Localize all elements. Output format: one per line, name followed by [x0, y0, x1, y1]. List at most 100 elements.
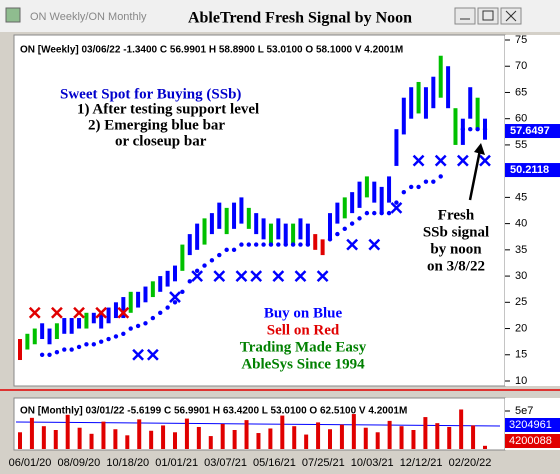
price-bar [77, 318, 82, 329]
stop-dot [327, 237, 333, 242]
stop-dot [194, 268, 200, 274]
maximize-button[interactable] [477, 7, 499, 25]
annotation: on 3/8/22 [427, 258, 485, 274]
stop-dot [401, 189, 407, 195]
stop-dot [39, 352, 45, 357]
stop-dot [239, 242, 244, 247]
price-bar [18, 339, 22, 361]
price-bar [217, 202, 222, 229]
stop-dot [364, 210, 370, 216]
stop-dot [165, 305, 170, 310]
price-bar [32, 328, 37, 345]
stop-dot [246, 242, 252, 247]
last-value-label: 57.6497 [510, 125, 550, 137]
stop-dot [335, 231, 340, 237]
price-bar [40, 323, 45, 340]
annotation: 1) After testing support level [77, 101, 259, 117]
price-bar [350, 192, 355, 214]
volume-bar [256, 433, 261, 449]
annotation: SSb signal [423, 224, 489, 240]
price-bar [180, 244, 185, 271]
volume-bar [387, 420, 392, 449]
volume-bar [244, 420, 249, 449]
stop-dot [91, 342, 97, 347]
stop-dot [268, 242, 274, 247]
volume-tick-label: 5e7 [515, 405, 533, 417]
y-tick-label: 30 [515, 270, 527, 282]
volume-bar [18, 432, 22, 449]
app-icon[interactable] [5, 7, 21, 23]
volume-bar [292, 426, 297, 449]
x-tick-label: 03/07/21 [204, 457, 247, 469]
blue-x-marker [368, 238, 381, 251]
price-bar [394, 129, 399, 166]
stop-dot [349, 221, 355, 226]
stop-dot [416, 184, 421, 190]
price-bar [47, 328, 52, 345]
volume-bar [459, 409, 464, 449]
volume-bar [232, 430, 237, 449]
y-tick-label: 75 [515, 34, 527, 46]
price-bar [173, 265, 177, 282]
y-tick-label: 40 [515, 218, 527, 230]
stop-dot [172, 300, 178, 305]
signal-arrow [468, 149, 482, 201]
red-x-marker [95, 306, 108, 319]
price-bar [335, 202, 340, 224]
annotation: or closeup bar [115, 133, 207, 149]
blue-x-marker [191, 270, 204, 282]
x-tick-label: 12/12/21 [400, 457, 443, 469]
volume-bar [161, 425, 166, 449]
x-tick-label: 10/03/21 [351, 457, 394, 469]
blue-x-marker [250, 270, 263, 282]
price-bar [313, 234, 318, 250]
window-buttons [454, 7, 522, 25]
last-value-label: 50.2118 [510, 164, 549, 176]
price-bar [106, 307, 111, 324]
stop-dot [84, 342, 89, 347]
stop-dot [298, 242, 303, 247]
stop-dot [253, 242, 259, 247]
blue-x-marker [316, 270, 329, 282]
annotation: Sweet Spot for Buying (SSb) [60, 86, 241, 102]
stop-dot [372, 210, 377, 216]
last-value-box [505, 124, 560, 139]
stop-dot [283, 242, 288, 247]
volume-bar [423, 417, 428, 449]
red-x-marker [51, 306, 63, 319]
stop-dot [305, 242, 311, 247]
volume-bar [101, 421, 106, 449]
volume-bar [375, 432, 380, 449]
stop-dot [158, 310, 163, 315]
price-bar [158, 276, 163, 292]
volume-bar [268, 428, 273, 449]
price-bar [357, 181, 362, 208]
volume-bar [363, 427, 368, 449]
price-bar [372, 181, 377, 203]
stop-dot [482, 126, 488, 132]
red-x-marker [73, 306, 85, 319]
price-axis-area [505, 35, 560, 386]
volume-bar [435, 423, 440, 449]
price-bar [438, 55, 443, 98]
stop-dot [54, 349, 60, 355]
stop-dot [460, 126, 466, 132]
stop-dot [290, 242, 296, 247]
annotation: Fresh [438, 207, 475, 223]
y-tick-label: 20 [515, 322, 527, 334]
price-bar [54, 323, 59, 340]
stop-dot [128, 326, 133, 331]
stop-dot [431, 179, 436, 184]
volume-bar [89, 433, 94, 449]
volume-bar [149, 430, 154, 449]
volume-header: ON [Monthly] 03/01/22 -5.6199 C 56.9901 … [20, 406, 407, 417]
minimize-button[interactable] [454, 7, 476, 25]
annotation: 2) Emerging blue bar [88, 117, 225, 133]
x-tick-label: 02/20/22 [449, 457, 492, 469]
annotation: Sell on Red [267, 322, 340, 338]
tab-label[interactable]: ON Weekly/ON Monthly [30, 11, 147, 23]
price-bar [150, 281, 155, 298]
stop-dot [121, 331, 126, 336]
x-tick-label: 07/25/21 [302, 457, 345, 469]
price-bar [401, 97, 406, 135]
